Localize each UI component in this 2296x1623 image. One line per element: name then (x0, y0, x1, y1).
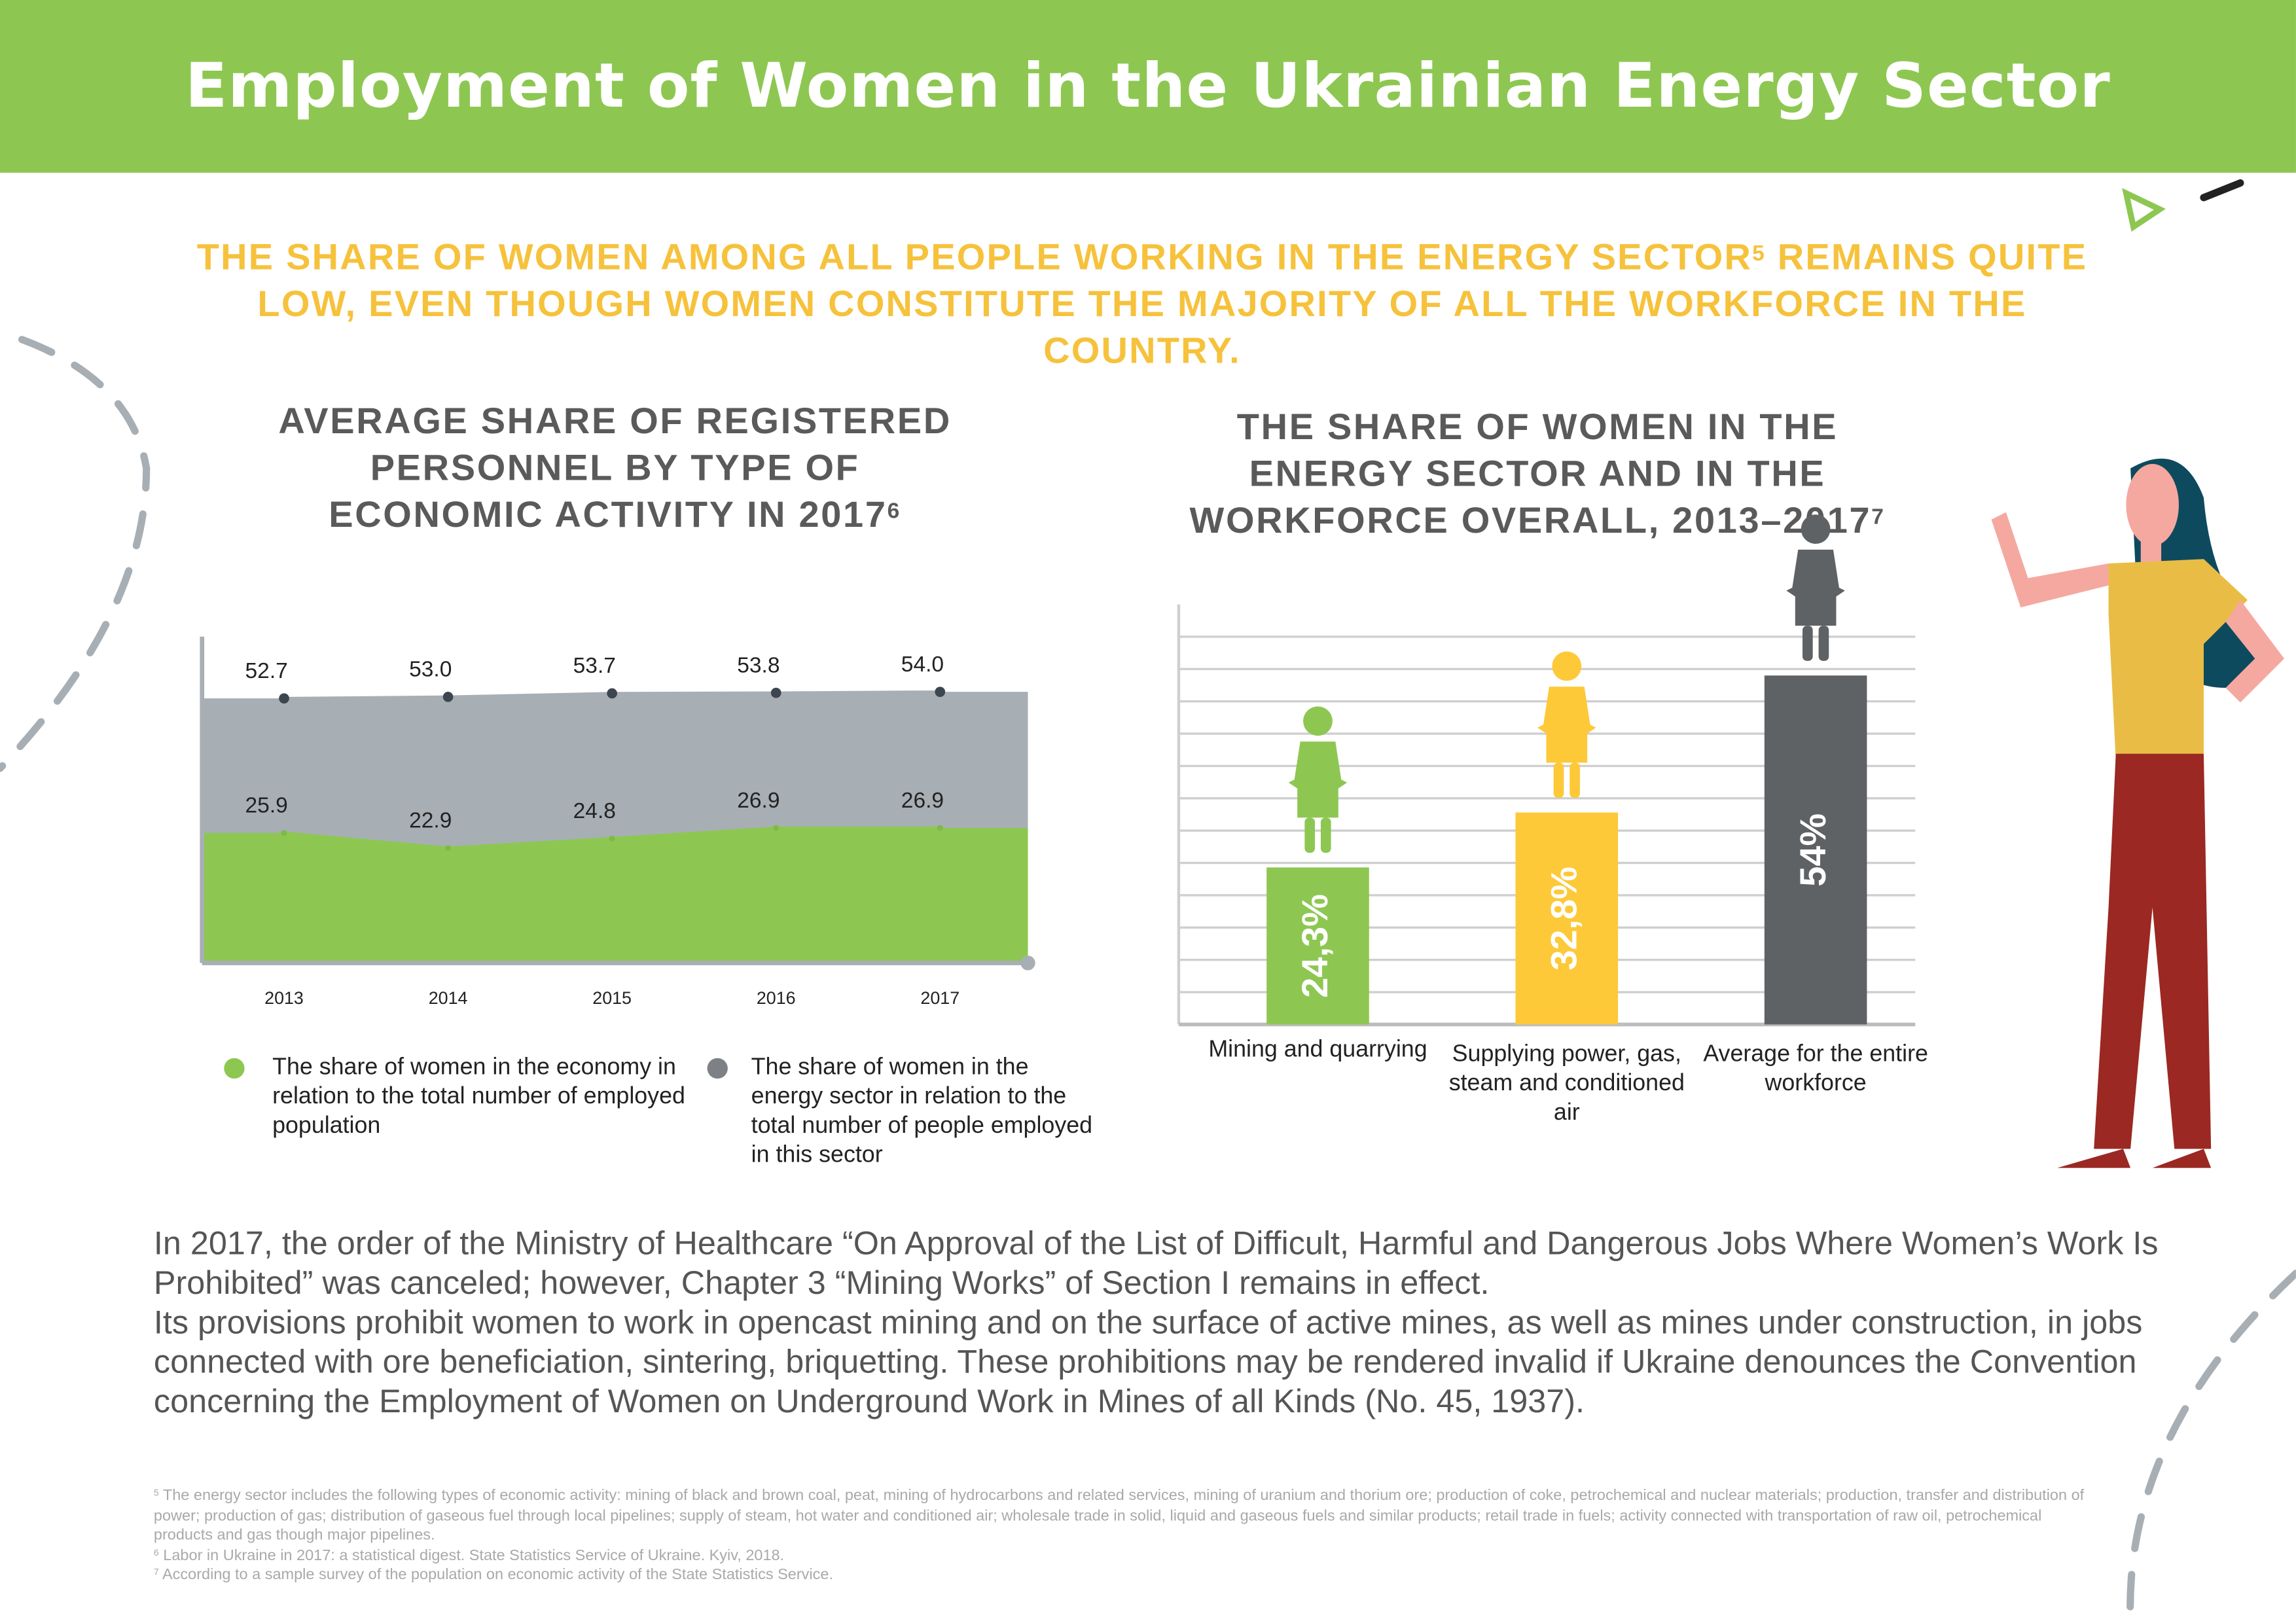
paragraph: In 2017, the order of the Ministry of He… (153, 1224, 2159, 1302)
person-icon (1786, 514, 1845, 661)
point (609, 835, 615, 842)
value-label: 26.9 (737, 789, 780, 813)
chart-title-text: AVERAGE SHARE OF REGISTERED PERSONNEL BY… (278, 401, 952, 536)
doodle (2200, 179, 2244, 202)
icon-leg (1304, 817, 1316, 853)
x-tick-label: 2014 (429, 988, 468, 1008)
chart-title-text: THE SHARE OF WOMEN IN THE ENERGY SECTOR … (1189, 406, 1872, 542)
bar (1515, 812, 1619, 1025)
footnote-text: Labor in Ukraine in 2017: a statistical … (163, 1546, 785, 1564)
point (442, 692, 454, 702)
footnote-text: The energy sector includes the following… (153, 1487, 2085, 1544)
x-tick-label: Mining and quarrying (1208, 1037, 1427, 1063)
value-label: 25.9 (245, 793, 288, 817)
bar (1764, 675, 1867, 1025)
woman-illustration (1991, 458, 2285, 1168)
value-label: 54% (1792, 813, 1833, 887)
legend-swatch (224, 1058, 245, 1079)
x-tick-label: 2016 (757, 988, 796, 1008)
x-tick-label: Average for the entire workforce (1703, 1042, 1928, 1096)
dashed-arc (0, 336, 151, 772)
area-fill (202, 828, 1028, 963)
person-icon (1537, 651, 1596, 798)
dashed-arc (2126, 1269, 2296, 1623)
icon-body (1537, 687, 1596, 763)
chart-title: THE SHARE OF WOMEN IN THE ENERGY SECTOR … (1157, 404, 1918, 544)
subtitle: THE SHARE OF WOMEN AMONG ALL PEOPLE WORK… (161, 234, 2123, 375)
footnote-ref: 6 (153, 1547, 159, 1558)
x-tick-label: 2015 (592, 988, 632, 1008)
bar (1266, 867, 1369, 1025)
point (773, 825, 780, 831)
icon-body (1786, 549, 1845, 626)
x-tick-label: 2017 (920, 988, 960, 1008)
icon-leg (1818, 626, 1829, 661)
value-label: 53.0 (409, 658, 452, 682)
value-label: 22.9 (409, 808, 452, 832)
subtitle-text: REMAINS QUITE LOW, EVEN THOUGH WOMEN CON… (257, 237, 2088, 372)
icon-leg (1570, 762, 1580, 798)
x-tick-label: 2013 (264, 988, 304, 1008)
legend-swatch (707, 1058, 728, 1079)
value-label: 53.8 (737, 653, 780, 677)
point (937, 825, 943, 831)
value-label: 54.0 (901, 652, 944, 677)
point (281, 830, 287, 836)
icon-head (1552, 651, 1582, 681)
footnote-ref: 7 (153, 1567, 159, 1578)
value-label: 26.9 (901, 789, 944, 813)
value-label: 52.7 (245, 659, 288, 683)
icon-leg (1553, 762, 1564, 798)
footnote-text: According to a sample survey of the popu… (162, 1565, 834, 1584)
icon-head (1303, 706, 1333, 736)
icon-head (1801, 514, 1831, 544)
footnote-ref: 5 (1752, 241, 1767, 267)
value-label: 24,3% (1294, 894, 1335, 997)
icon-body (1288, 741, 1348, 818)
footnote-ref: 5 (153, 1488, 159, 1499)
point (935, 687, 946, 698)
subtitle-text: THE SHARE OF WOMEN AMONG ALL PEOPLE WORK… (196, 237, 1753, 278)
footnote: 6 Labor in Ukraine in 2017: a statistica… (154, 1546, 2087, 1566)
point (445, 845, 452, 851)
paragraph: Its provisions prohibit women to work in… (153, 1304, 2143, 1420)
page-title: Employment of Women in the Ukrainian Ene… (185, 50, 2111, 122)
legend-label: The share of women in the economy in rel… (272, 1055, 685, 1139)
person-icon (1288, 706, 1348, 853)
value-label: 24.8 (573, 799, 616, 823)
footnote-ref: 7 (1871, 505, 1886, 530)
footnote: 7 According to a sample survey of the po… (154, 1566, 2087, 1586)
footnotes: 5 The energy sector includes the followi… (154, 1487, 2087, 1586)
body-text: In 2017, the order of the Ministry of He… (154, 1224, 2204, 1421)
icon-leg (1320, 817, 1331, 853)
footnote: 5 The energy sector includes the followi… (154, 1487, 2087, 1546)
point (279, 693, 289, 704)
point (770, 687, 781, 698)
value-label: 32,8% (1543, 866, 1585, 970)
legend-label: The share of women in the energy sector … (751, 1055, 1093, 1168)
axis-end (1020, 955, 1035, 971)
value-label: 53.7 (573, 654, 616, 678)
point (607, 688, 617, 699)
header-band (0, 0, 2296, 173)
icon-leg (1802, 626, 1813, 661)
x-tick-label: Supplying power, gas, steam and conditio… (1448, 1042, 1685, 1126)
footnote-ref: 6 (887, 499, 901, 524)
doodle (2122, 188, 2166, 232)
chart-title: AVERAGE SHARE OF REGISTERED PERSONNEL BY… (264, 398, 967, 539)
